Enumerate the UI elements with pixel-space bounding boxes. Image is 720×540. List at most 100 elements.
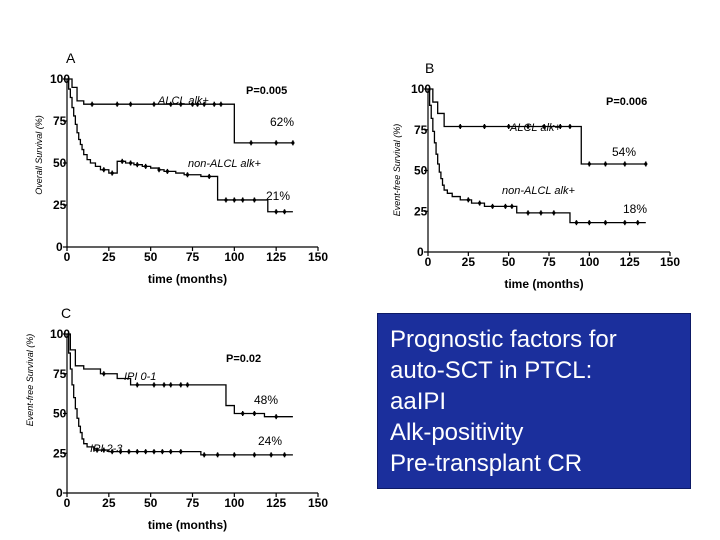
panel-a: A Overall Survival (%) 0 25 50 75 100 0 25 50 75 10…	[34, 50, 328, 286]
x-tick-label: 25	[462, 255, 476, 269]
x-tick-label: 75	[186, 496, 200, 510]
y-tick-label: 100	[411, 82, 431, 96]
censor-dot	[128, 161, 133, 165]
censor-dot	[507, 124, 511, 129]
x-tick-label: 125	[620, 255, 640, 269]
x-tick-label: 25	[102, 250, 116, 264]
series-name-label: ALCL alk+	[157, 95, 209, 107]
series-name-label: non-ALCL alk+	[502, 185, 575, 197]
censor-dot	[157, 168, 161, 172]
censor-dot	[90, 102, 94, 106]
censor-dot	[482, 124, 487, 129]
censor-dot	[110, 450, 114, 454]
censor-dot	[587, 162, 591, 166]
censor-dot	[252, 411, 257, 416]
series-name-label: non-ALCL alk+	[188, 158, 261, 170]
censor-dot	[526, 124, 530, 129]
takeaway-line: aaIPI	[390, 388, 447, 415]
censor-dot	[623, 162, 627, 166]
censor-dot	[144, 450, 148, 454]
censor-dot	[102, 372, 106, 376]
censor-dot	[644, 162, 648, 166]
censor-dot	[120, 159, 124, 163]
y-tick-label: 0	[56, 486, 63, 500]
censor-dot	[179, 383, 183, 387]
x-tick-label: 125	[266, 250, 286, 264]
survival-curve-upper	[67, 333, 293, 418]
censor-dot	[169, 450, 173, 454]
series-end-label: 54%	[612, 145, 636, 159]
censor-dot	[282, 210, 287, 214]
censor-dot	[152, 383, 156, 387]
censor-dot	[574, 221, 579, 225]
censor-dot	[478, 201, 482, 205]
censor-dot	[185, 383, 190, 387]
y-tick-label: 75	[414, 123, 428, 137]
x-tick-label: 125	[266, 496, 286, 510]
y-tick-label: 100	[50, 327, 70, 341]
censor-dot	[503, 204, 508, 208]
y-tick-label: 25	[53, 446, 67, 460]
survival-curve-lower	[67, 78, 293, 213]
censor-dot	[252, 198, 257, 202]
takeaway-line: Alk-positivity	[390, 419, 524, 446]
censor-dot	[110, 171, 114, 175]
survival-curve-upper	[428, 88, 646, 165]
censor-dot	[128, 102, 133, 106]
y-tick-label: 75	[53, 114, 67, 128]
x-tick-label: 75	[186, 250, 200, 264]
series-end-label: 18%	[623, 202, 647, 216]
x-axis-title: time (months)	[504, 277, 583, 291]
survival-curve-upper	[67, 78, 293, 144]
x-tick-label: 150	[660, 255, 680, 269]
takeaway-line: Pre-transplant CR	[390, 450, 583, 477]
x-tick-label: 100	[224, 250, 244, 264]
x-tick-label: 50	[502, 255, 516, 269]
censor-dot	[207, 174, 211, 179]
censor-dot	[232, 198, 236, 202]
y-tick-label: 0	[417, 245, 424, 259]
censor-dot	[160, 450, 164, 454]
censor-dot	[526, 211, 530, 215]
censor-dot	[603, 221, 608, 225]
series-name-label: IPI 0-1	[124, 371, 156, 383]
censor-dot	[144, 164, 148, 168]
x-tick-label: 100	[579, 255, 599, 269]
takeaway-box: Prognostic factors for auto-SCT in PTCL:…	[377, 313, 691, 489]
censor-dot	[179, 102, 183, 106]
x-axis-title: time (months)	[148, 518, 227, 532]
takeaway-line: auto-SCT in PTCL:	[390, 357, 593, 384]
panel-letter: C	[61, 305, 71, 321]
y-axis-label: Event-free Survival (%)	[392, 124, 402, 217]
x-tick-label: 75	[542, 255, 556, 269]
x-tick-label: 0	[425, 255, 432, 269]
censor-dot	[241, 411, 245, 416]
censor-dot	[102, 168, 106, 172]
y-tick-label: 50	[53, 407, 67, 421]
censor-dot	[636, 221, 640, 225]
censor-dot	[232, 453, 236, 457]
x-tick-label: 150	[308, 250, 328, 264]
panel-c: C Event-free Survival (%) 0 25 50 75 100 0 25 50 7…	[25, 305, 328, 532]
censor-dot	[241, 198, 245, 202]
censor-dot	[466, 198, 470, 202]
censor-dot	[542, 124, 546, 129]
series-end-label: 21%	[266, 189, 290, 203]
series-name-label: ALCL alk+	[509, 122, 561, 134]
censor-dot	[274, 415, 278, 419]
x-tick-label: 50	[144, 250, 158, 264]
panel-letter: B	[425, 60, 434, 76]
censor-dot	[95, 448, 99, 452]
censor-dot	[539, 211, 543, 215]
censor-dot	[552, 211, 556, 215]
censor-dot	[224, 198, 228, 202]
censor-dot	[587, 221, 591, 225]
censor-dot	[165, 169, 169, 173]
censor-dot	[252, 453, 257, 457]
censor-dot	[169, 102, 173, 106]
censor-dot	[202, 102, 206, 106]
y-tick-label: 50	[53, 156, 67, 170]
censor-dot	[185, 173, 190, 177]
censor-dot	[202, 453, 206, 457]
